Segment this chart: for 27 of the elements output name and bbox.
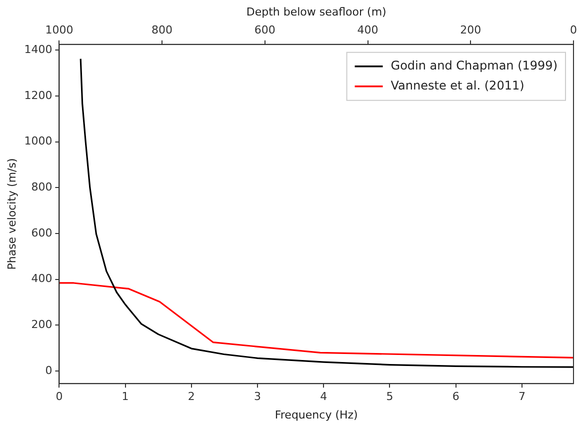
y-tick-label: 1400 xyxy=(24,42,52,56)
y-tick-label: 400 xyxy=(31,272,52,286)
x2-tick-label: 1000 xyxy=(45,24,74,37)
legend-label: Godin and Chapman (1999) xyxy=(390,58,558,73)
y-tick-label: 1200 xyxy=(24,88,52,102)
x2-tick-label: 0 xyxy=(570,24,577,37)
y-tick-label: 800 xyxy=(31,180,52,194)
legend-label: Vanneste et al. (2011) xyxy=(390,78,524,93)
x-tick-label: 0 xyxy=(56,390,63,404)
y-tick-label: 1000 xyxy=(24,134,52,148)
x-tick-label: 4 xyxy=(320,390,328,404)
x-tick-label: 2 xyxy=(188,390,195,404)
y-tick-label: 0 xyxy=(45,364,52,377)
x2-tick-label: 600 xyxy=(254,24,276,37)
x2-tick-label: 400 xyxy=(357,24,378,37)
y-axis-title: Phase velocity (m/s) xyxy=(5,158,18,270)
x2-tick-label: 200 xyxy=(460,24,482,37)
y-tick-label: 200 xyxy=(31,318,52,332)
x-tick-label: 6 xyxy=(452,390,460,404)
x-tick-label: 5 xyxy=(386,390,394,404)
y-tick-label: 600 xyxy=(31,226,52,240)
x-tick-label: 3 xyxy=(254,390,262,404)
x2-axis-title: Depth below seafloor (m) xyxy=(246,5,386,18)
x-tick-label: 7 xyxy=(518,390,526,404)
x-axis-title: Frequency (Hz) xyxy=(274,408,358,422)
x-tick-label: 1 xyxy=(122,390,129,404)
x2-tick-label: 800 xyxy=(152,24,173,37)
